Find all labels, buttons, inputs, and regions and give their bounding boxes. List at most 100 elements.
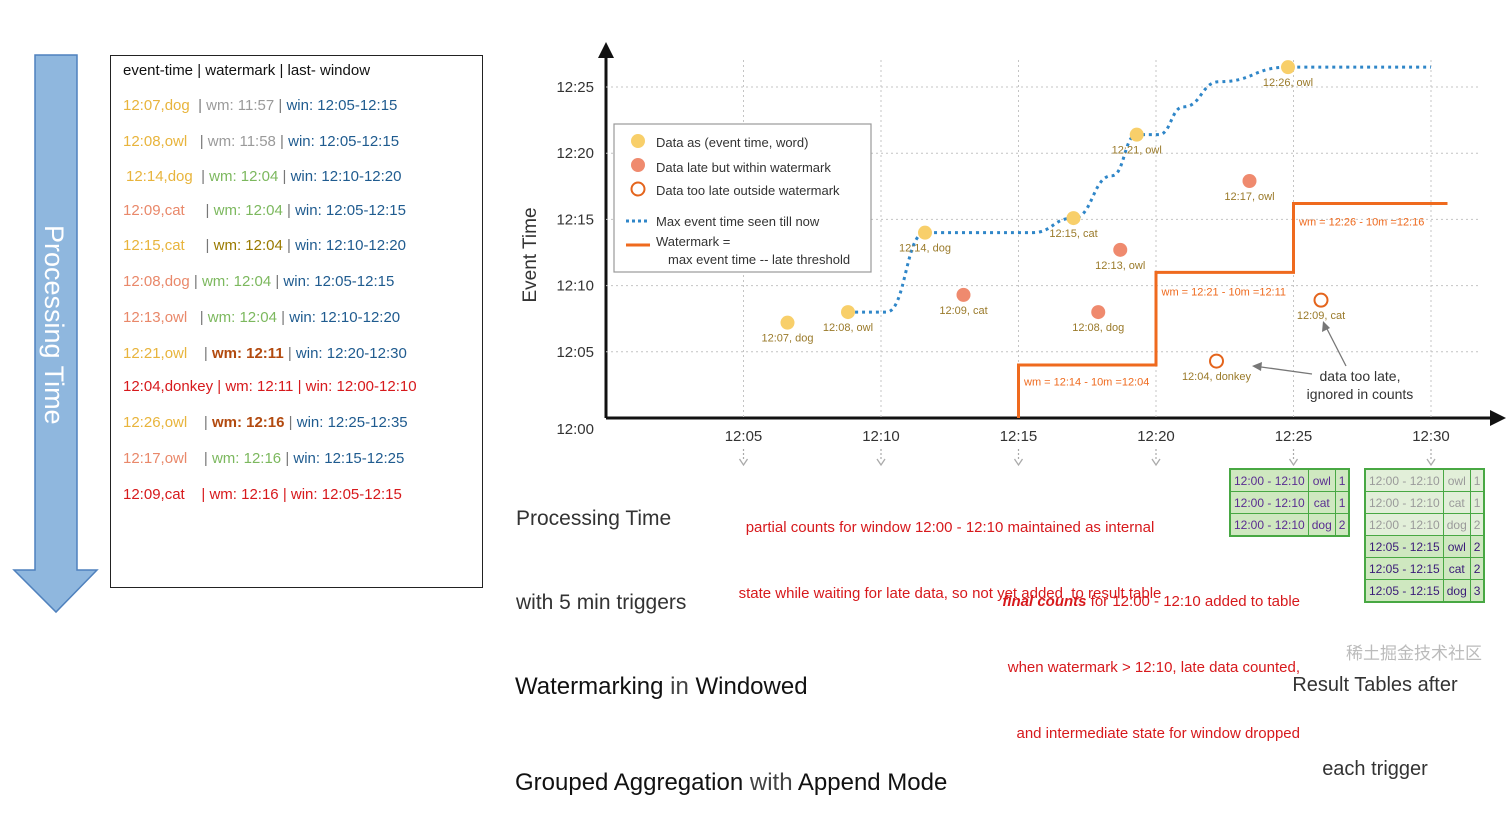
legend-too-late-label: Data too late outside watermark: [656, 183, 840, 198]
partial-counts-note: partial counts for window 12:00 - 12:10 …: [700, 473, 1200, 627]
partial-counts-line2: state while waiting for late data, so no…: [738, 585, 1162, 602]
too-late-annotation-line1: data too late,: [1320, 368, 1401, 384]
table-cell-word: owl: [1442, 535, 1471, 558]
table-cell-window: 12:00 - 12:10: [1229, 468, 1309, 492]
data-point-late: [1113, 242, 1128, 257]
event-log-box: event-time | watermark | last- window 12…: [110, 55, 483, 588]
final-counts-note: final counts for 12:00 - 12:10 added to …: [930, 547, 1300, 767]
title-grouped-aggregation: Grouped Aggregation: [515, 769, 744, 796]
trigger-arrow-head: [738, 458, 749, 467]
log-event: 12:17,owl: [123, 450, 188, 467]
legend: Data as (event time, word) Data late but…: [613, 123, 872, 273]
data-point-label: 12:09, cat: [1297, 310, 1345, 322]
data-point-late: [1091, 305, 1106, 320]
y-tick-label: 12:20: [556, 145, 594, 162]
log-event: 12:26,owl: [123, 414, 188, 431]
table-cell-window: 12:00 - 12:10: [1364, 491, 1444, 514]
table-row: 12:05 - 12:15 owl 2: [1364, 535, 1485, 558]
table-cell-word: dog: [1442, 513, 1471, 536]
table-cell-count: 1: [1469, 468, 1485, 492]
chart-ticks: 12:05 12:10 12:15 12:20 12:25 12:30 12:00 12:05…: [556, 79, 1449, 445]
log-watermark: wm: 12:11: [225, 378, 294, 395]
x-axis-label: Processing Time with 5 min triggers: [516, 449, 686, 645]
log-row: 12:13,owl | wm: 12:04 | win: 12:10-12:20: [123, 309, 401, 326]
data-point-label: 12:14, dog: [899, 243, 951, 255]
table-cell-word: cat: [1307, 491, 1336, 514]
result-table-trigger-1: 12:00 - 12:10 owl 1 12:00 - 12:10 cat 1 12:0…: [1229, 468, 1351, 537]
event-log-header: event-time | watermark | last- window: [123, 62, 371, 79]
data-point-label: 12:21, owl: [1112, 145, 1162, 157]
data-point-label: 12:09, cat: [939, 305, 987, 317]
table-row: 12:00 - 12:10 cat 1: [1229, 491, 1350, 514]
table-cell-count: 2: [1469, 557, 1485, 580]
log-watermark: wm: 12:04: [213, 202, 283, 219]
log-watermark: wm: 12:16: [211, 450, 282, 467]
y-tick-label: 12:05: [556, 344, 594, 361]
log-window: win: 12:05-12:15: [288, 133, 400, 150]
log-window: win: 12:15-12:25: [293, 450, 405, 467]
table-cell-window: 12:05 - 12:15: [1364, 557, 1444, 580]
legend-wm-line-label: Watermark =: [656, 234, 730, 249]
data-point-on-time: [841, 305, 855, 320]
table-row: 12:00 - 12:10 owl 1: [1229, 468, 1350, 492]
chart-axes: [598, 42, 1506, 426]
log-watermark: wm: 12:16: [209, 486, 279, 503]
table-cell-word: dog: [1307, 513, 1336, 537]
final-counts-line2: when watermark > 12:10, late data counte…: [1007, 659, 1300, 676]
x-tick-label: 12:15: [1000, 428, 1038, 445]
log-window: win: 12:05-12:15: [283, 273, 395, 290]
log-row: 12:08,owl | wm: 11:58 | win: 12:05-12:15: [123, 133, 400, 150]
result-tables-caption-line2: each trigger: [1322, 758, 1428, 780]
table-cell-word: owl: [1307, 468, 1336, 492]
legend-on-time-label: Data as (event time, word): [656, 135, 808, 150]
x-axis-label-line2: with 5 min triggers: [516, 591, 687, 614]
log-window: win: 12:10-12:20: [290, 168, 402, 185]
final-counts-bold: final counts: [1002, 593, 1087, 610]
log-watermark: wm: 12:04: [213, 237, 283, 254]
y-tick-label: 12:10: [556, 278, 594, 295]
data-point-label: 12:13, owl: [1095, 260, 1145, 272]
log-window: win: 12:05-12:15: [290, 486, 402, 503]
table-row: 12:05 - 12:15 dog 3: [1364, 579, 1485, 603]
legend-late-label: Data late but within watermark: [656, 160, 831, 175]
max-event-time-line: [848, 65, 1431, 314]
partial-counts-line1: partial counts for window 12:00 - 12:10 …: [745, 519, 1155, 536]
site-watermark: 稀土掘金技术社区: [1346, 644, 1482, 663]
log-row: 12:08,dog | wm: 12:04 | win: 12:05-12:15: [123, 273, 395, 290]
legend-wm-line-label-cont: max event time -- late threshold: [668, 252, 850, 267]
title-windowed: Windowed: [695, 673, 808, 700]
table-cell-window: 12:00 - 12:10: [1364, 513, 1444, 536]
data-point-too-late: [1209, 353, 1224, 369]
y-tick-label: 12:25: [556, 79, 594, 96]
watermark-line: [1017, 202, 1448, 418]
table-cell-window: 12:00 - 12:10: [1229, 513, 1309, 537]
data-point-label: 12:15, cat: [1049, 228, 1097, 240]
x-tick-label: 12:10: [862, 428, 900, 445]
y-tick-label: 12:00: [556, 421, 594, 438]
legend-late-marker: [631, 158, 645, 172]
table-cell-word: cat: [1442, 491, 1471, 514]
too-late-annotation-line2: ignored in counts: [1307, 386, 1414, 402]
data-point-label: 12:07, dog: [762, 333, 814, 345]
log-watermark: wm: 12:04: [201, 273, 272, 290]
log-window: win: 12:20-12:30: [295, 345, 407, 362]
result-tables-caption-line1: Result Tables after: [1292, 674, 1458, 696]
legend-max-line-label: Max event time seen till now: [656, 214, 820, 229]
log-event: 12:14,dog: [126, 168, 193, 185]
legend-too-late-marker: [630, 181, 646, 197]
table-cell-count: 1: [1334, 468, 1350, 492]
table-row: 12:00 - 12:10 cat 1: [1364, 491, 1485, 514]
title-in: in: [663, 673, 696, 700]
watermark-label: wm = 12:21 - 10m =12:11: [1161, 287, 1287, 299]
table-cell-window: 12:05 - 12:15: [1364, 579, 1444, 603]
diagram-title: Watermarking in Windowed Grouped Aggrega…: [515, 607, 947, 831]
log-event: 12:08,owl: [123, 133, 188, 150]
log-row: 12:15,cat | wm: 12:04 | win: 12:10-12:20: [123, 237, 406, 254]
log-row: 12:04,donkey | wm: 12:11 | win: 12:00-12…: [123, 378, 417, 395]
data-point-label: 12:26, owl: [1263, 77, 1313, 89]
log-row: 12:09,cat | wm: 12:04 | win: 12:05-12:15: [123, 202, 406, 219]
title-watermarking: Watermarking: [515, 673, 664, 700]
table-row: 12:00 - 12:10 dog 2: [1229, 513, 1350, 537]
chart-marks: 12:07, dog 12:08, owl 12:14, dog 12:09, cat…: [762, 60, 1345, 383]
log-window: win: 12:00-12:10: [305, 378, 417, 395]
